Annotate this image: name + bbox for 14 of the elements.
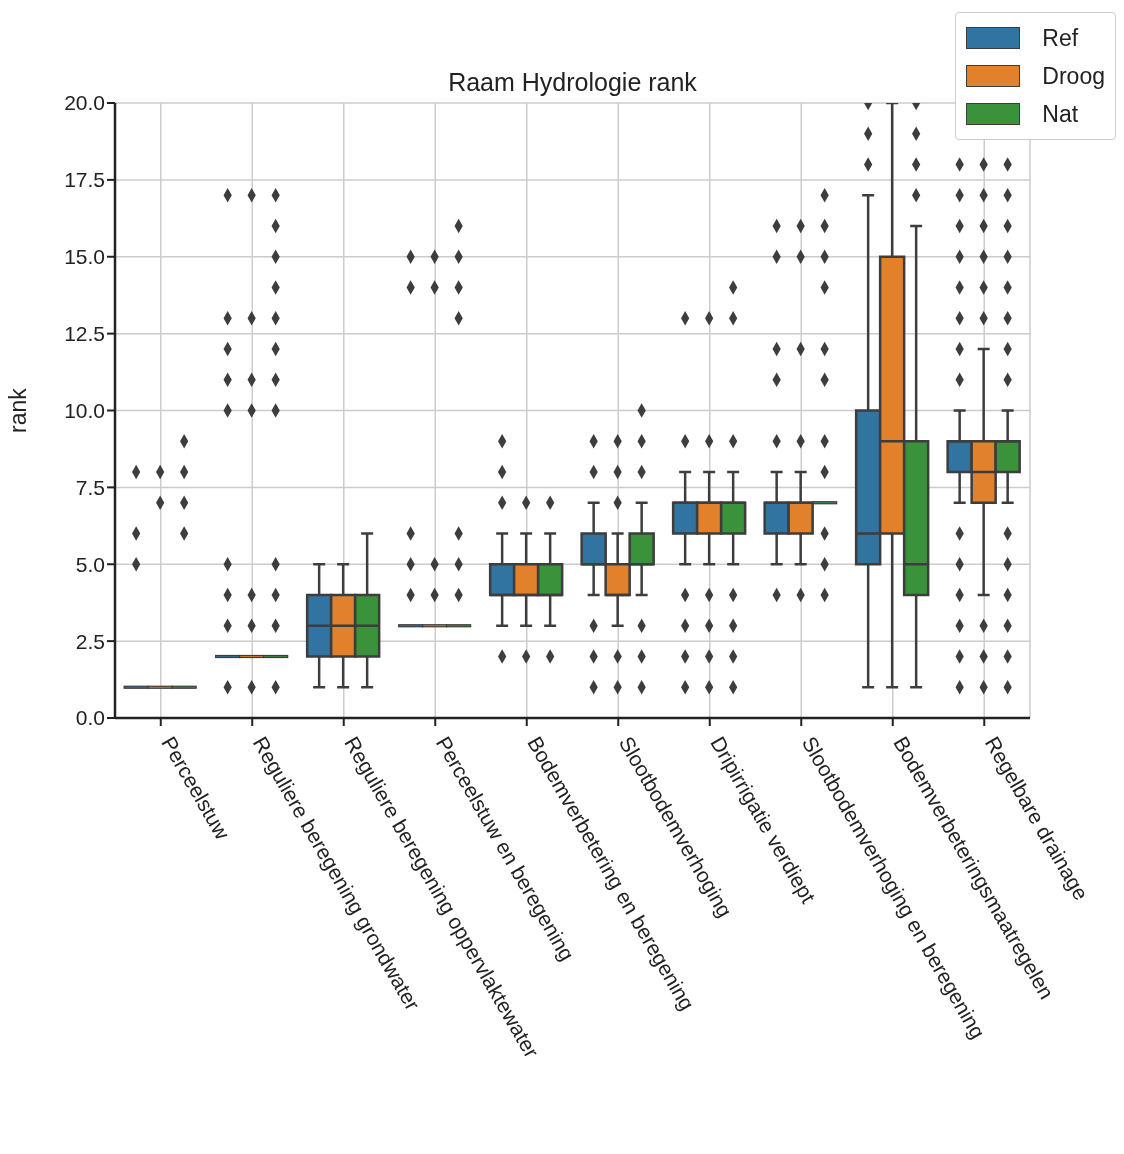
y-tick-label: 12.5 bbox=[64, 322, 105, 346]
y-axis-title: rank bbox=[4, 387, 32, 433]
legend-label: Droog bbox=[1042, 62, 1105, 90]
legend-label: Ref bbox=[1042, 24, 1079, 52]
y-tick-label: 20.0 bbox=[64, 91, 105, 115]
legend-label: Nat bbox=[1042, 100, 1079, 128]
y-tick-label: 17.5 bbox=[64, 168, 105, 192]
y-tick-label: 2.5 bbox=[75, 629, 105, 653]
y-tick-label: 5.0 bbox=[75, 552, 105, 576]
y-tick-label: 15.0 bbox=[64, 245, 105, 269]
y-tick-label: 0.0 bbox=[75, 706, 105, 730]
chart-title: Raam Hydrologie rank bbox=[447, 68, 698, 97]
y-tick-label: 10.0 bbox=[64, 398, 105, 422]
y-tick-label: 7.5 bbox=[75, 475, 105, 499]
